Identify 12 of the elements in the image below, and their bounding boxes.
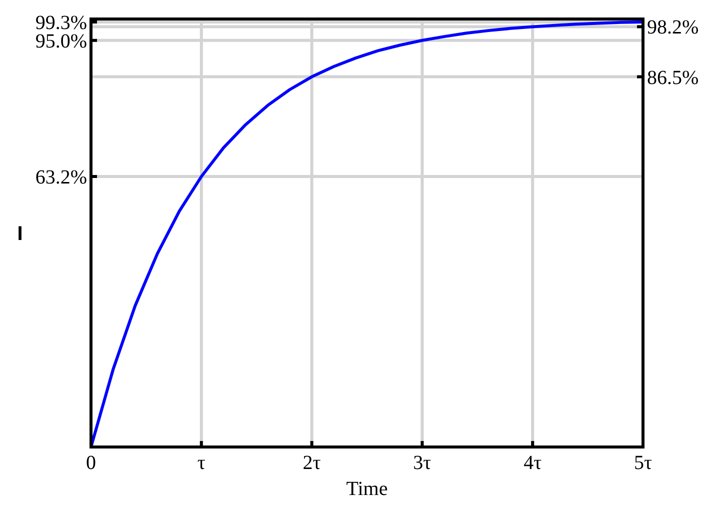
- x-tick-label: 3τ: [413, 452, 432, 474]
- x-tick-label: 2τ: [302, 452, 321, 474]
- x-tick-label: τ: [197, 452, 206, 474]
- y2-tick-label: 98.2%: [647, 16, 699, 39]
- y2-tick-label: 86.5%: [647, 66, 699, 89]
- x-tick-label: 5τ: [634, 452, 652, 474]
- y-tick-label: 63.2%: [35, 166, 87, 189]
- y-axis-title: I: [17, 223, 23, 245]
- x-axis-title: Time: [346, 478, 388, 500]
- line-series: [90, 20, 644, 448]
- x-tick-label: 0: [86, 452, 96, 474]
- x-tick-label: 4τ: [524, 452, 542, 474]
